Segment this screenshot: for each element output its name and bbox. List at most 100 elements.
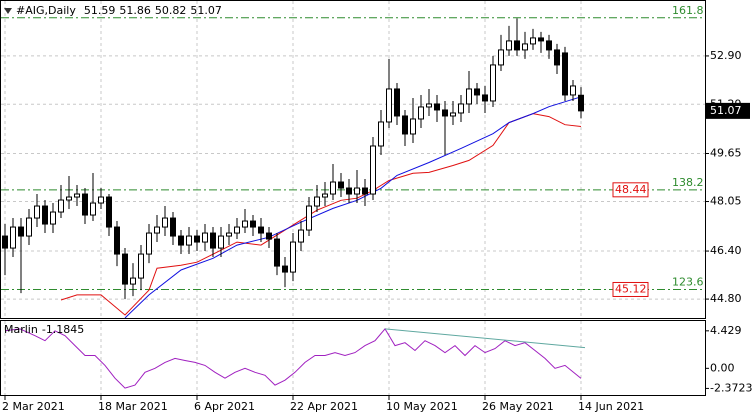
- candle-body: [322, 193, 328, 198]
- candle-body: [410, 118, 416, 135]
- candle-body: [234, 226, 240, 234]
- candle-body: [242, 220, 248, 228]
- candle-body: [482, 94, 488, 102]
- candle-body: [130, 277, 136, 285]
- y-tick-label: 46.40: [710, 244, 742, 257]
- x-tick-label: 2 Mar 2021: [2, 400, 65, 413]
- moving-average: [60, 113, 582, 316]
- candle-body: [506, 40, 512, 51]
- candle-body: [522, 43, 528, 51]
- y-tick-label: 48.05: [710, 195, 742, 208]
- candle-body: [10, 226, 16, 249]
- candle-body: [354, 187, 360, 195]
- candle-body: [138, 253, 144, 279]
- price-box: [612, 281, 649, 297]
- candle-body: [530, 37, 536, 45]
- moving-average: [124, 96, 582, 319]
- y-tick-label: 52.90: [710, 49, 742, 62]
- candle-body: [178, 235, 184, 246]
- candle-body: [378, 121, 384, 147]
- oscillator-line: [4, 328, 582, 389]
- candle-body: [554, 49, 560, 66]
- candle-body: [426, 103, 432, 108]
- candle-body: [154, 226, 160, 234]
- candle-body: [250, 220, 256, 228]
- candle-body: [274, 238, 280, 267]
- candle-body: [386, 88, 392, 123]
- candle-body: [266, 232, 272, 240]
- candle-body: [298, 229, 304, 243]
- x-tick-label: 26 May 2021: [482, 400, 554, 413]
- candle-body: [434, 103, 440, 111]
- candle-body: [514, 40, 520, 51]
- candle-body: [66, 196, 72, 201]
- y-tick-label: 44.80: [710, 292, 742, 305]
- candle-body: [338, 181, 344, 189]
- candle-body: [194, 235, 200, 243]
- osc-y-tick-label: -2.3723: [710, 381, 752, 394]
- candle-body: [146, 232, 152, 255]
- plot: [1, 17, 705, 389]
- fib-level-label: 161.8: [672, 4, 704, 17]
- osc-y-tick-label: 4.429: [710, 324, 742, 337]
- osc-y-tick-label: 0.00: [710, 361, 735, 374]
- y-tick-label: 49.65: [710, 146, 742, 159]
- candle-body: [210, 232, 216, 249]
- candle-body: [498, 49, 504, 66]
- oscillator-value: -1.1845: [42, 323, 84, 336]
- candle-body: [58, 199, 64, 213]
- candle-body: [346, 187, 352, 195]
- fib-level-label: 123.6: [672, 275, 704, 288]
- candle-body: [50, 211, 56, 225]
- candle-body: [258, 226, 264, 234]
- candle-body: [74, 193, 80, 198]
- candle-body: [466, 88, 472, 105]
- candle-body: [186, 235, 192, 246]
- price-box-label: 45.12: [615, 282, 647, 295]
- candle-body: [458, 103, 464, 114]
- chart-header: #AIG,Daily 51.59 51.86 50.82 51.07: [16, 4, 222, 17]
- candle-body: [42, 205, 48, 225]
- candle-body: [82, 193, 88, 216]
- header-open: 51.59: [84, 4, 116, 17]
- oscillator-panel-border: [0, 320, 706, 396]
- candle-body: [170, 217, 176, 237]
- candle-body: [418, 106, 424, 120]
- candle-body: [450, 112, 456, 117]
- candle-body: [90, 202, 96, 216]
- candle-body: [314, 196, 320, 207]
- candle-body: [114, 226, 120, 255]
- candle-body: [306, 205, 312, 231]
- candle-body: [162, 217, 168, 228]
- candle-body: [474, 88, 480, 96]
- price-panel-border: [0, 0, 706, 319]
- candle-body: [282, 265, 288, 273]
- candle-body: [26, 217, 32, 237]
- candle-body: [490, 64, 496, 102]
- oscillator-name: Marlin: [4, 323, 38, 336]
- candle-body: [394, 88, 400, 117]
- candle-body: [226, 232, 232, 237]
- current-price-box: [706, 102, 750, 119]
- collapse-icon: [4, 8, 12, 14]
- fib-level-label: 138.2: [672, 176, 704, 189]
- candle-body: [330, 181, 336, 195]
- candle-body: [578, 94, 584, 112]
- candle-body: [34, 205, 40, 219]
- oscillator-label: Marlin -1.1845: [4, 323, 84, 336]
- candle-body: [402, 115, 408, 135]
- x-tick-label: 14 Jun 2021: [578, 400, 644, 413]
- chart-title: #AIG,Daily: [16, 4, 76, 17]
- candle-body: [546, 40, 552, 51]
- divergence-line: [384, 328, 586, 349]
- x-tick-label: 10 May 2021: [386, 400, 458, 413]
- candle-body: [290, 241, 296, 273]
- x-tick-label: 6 Apr 2021: [194, 400, 255, 413]
- header-close: 51.07: [190, 4, 222, 17]
- x-tick-label: 22 Apr 2021: [290, 400, 358, 413]
- candle-body: [106, 196, 112, 228]
- header-low: 50.82: [155, 4, 187, 17]
- candle-body: [562, 52, 568, 96]
- current-price-label: 51.07: [710, 104, 742, 117]
